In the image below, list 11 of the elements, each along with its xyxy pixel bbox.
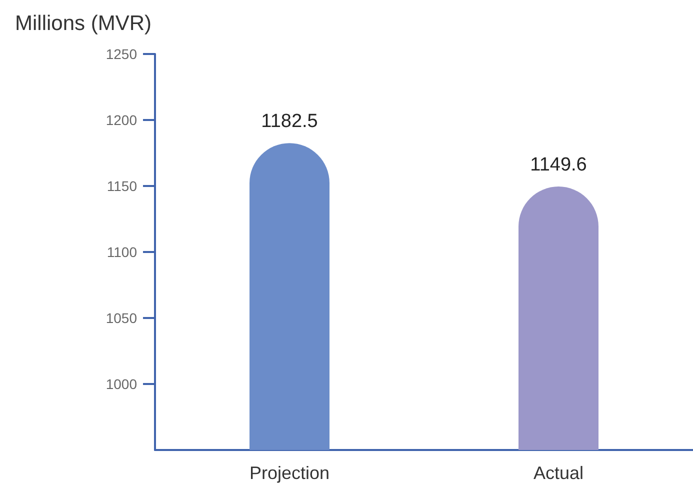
y-tick-label: 1100 <box>106 244 138 260</box>
y-axis-title: Millions (MVR) <box>15 12 152 35</box>
y-tick-label: 1150 <box>106 178 138 194</box>
x-tick-label: Actual <box>533 463 584 483</box>
y-tick-label: 1200 <box>106 112 138 128</box>
x-tick-label: Projection <box>249 463 330 483</box>
y-tick-label: 1050 <box>106 310 138 326</box>
y-tick-label: 1000 <box>106 376 138 392</box>
data-label: 1182.5 <box>261 111 318 132</box>
data-label: 1149.6 <box>530 154 587 176</box>
y-tick-label: 1250 <box>106 46 138 62</box>
